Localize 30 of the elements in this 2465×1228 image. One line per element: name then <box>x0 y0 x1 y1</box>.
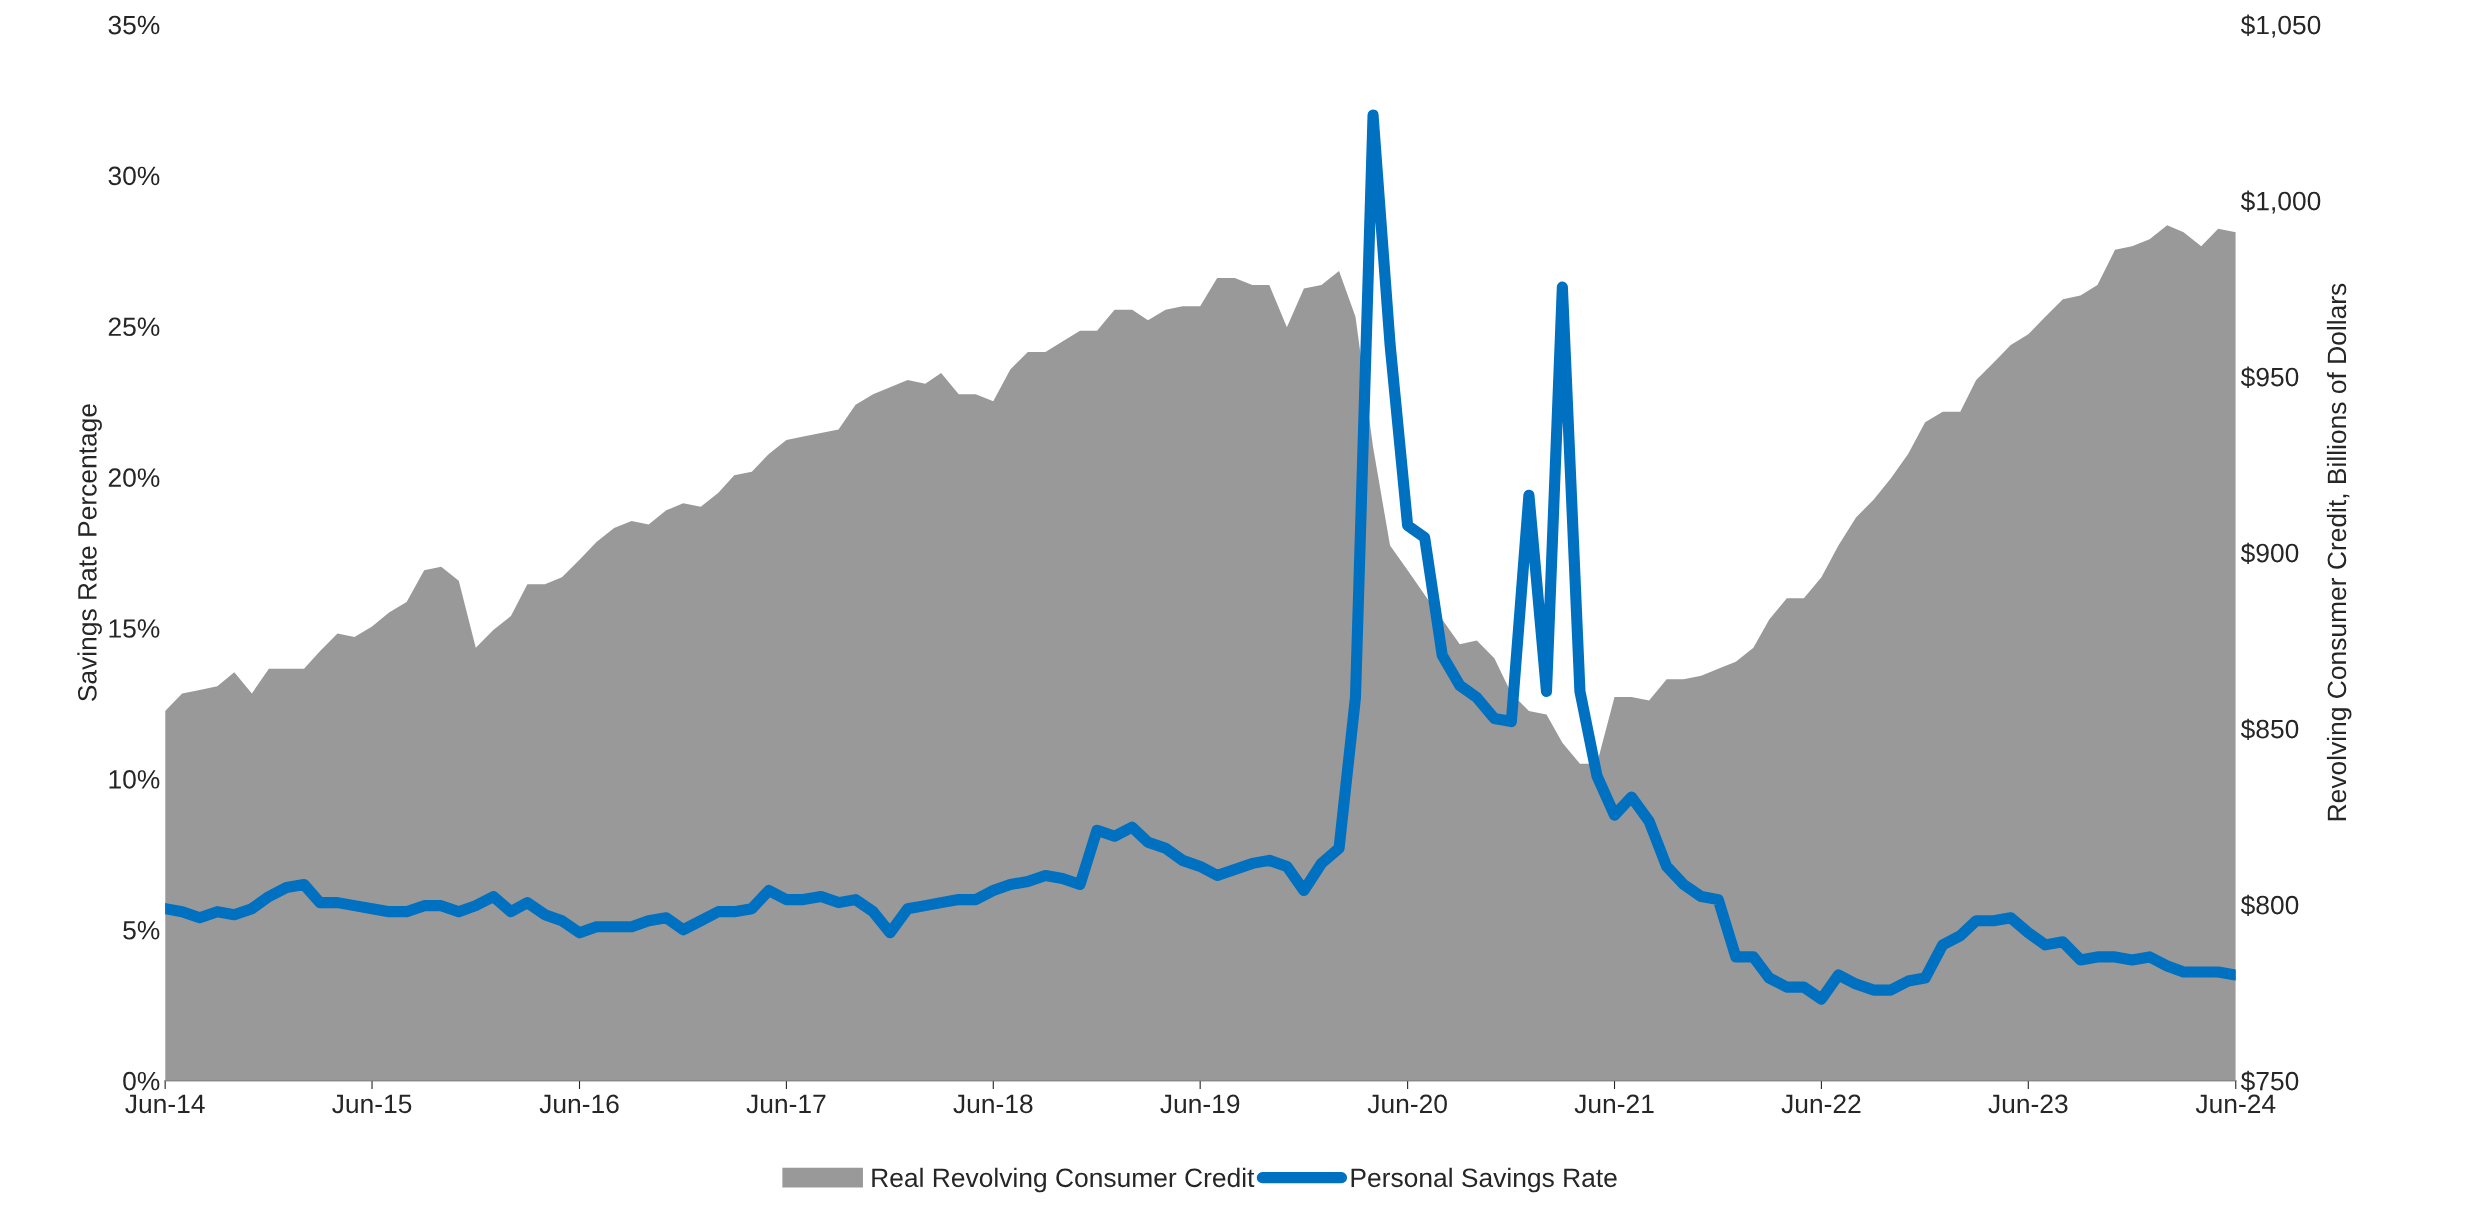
legend-label: Real Revolving Consumer Credit <box>872 1167 1255 1193</box>
y2-axis-title: Revolving Consumer Credit, Billions of Dollars <box>2326 283 2352 821</box>
y-tick-label: 15% <box>109 619 160 638</box>
y2-tick-label: $1,000 <box>2240 190 2321 214</box>
y-tick-label: 30% <box>108 166 160 186</box>
y2-tick-label: $850 <box>2240 718 2299 741</box>
y-tick-label: 0% <box>123 1071 160 1091</box>
x-tick-label: Jun-17 <box>746 1094 826 1114</box>
x-tick-label: Jun-18 <box>953 1094 1033 1114</box>
y2-tick-label: $950 <box>2240 366 2299 388</box>
y2-tick-label: $750 <box>2240 1070 2299 1093</box>
x-tick-label: Jun-23 <box>1988 1094 2068 1114</box>
x-tick-label: Jun-14 <box>125 1094 205 1114</box>
y-tick-label: 10% <box>109 770 160 789</box>
x-tick-label: Jun-24 <box>2195 1094 2276 1114</box>
x-tick-label: Jun-21 <box>1574 1094 1654 1114</box>
x-tick-label: Jun-20 <box>1367 1094 1447 1114</box>
y2-tick-label: $1,050 <box>2240 14 2321 38</box>
y-tick-label: 25% <box>108 317 160 337</box>
y2-tick-label: $800 <box>2240 894 2299 917</box>
y-tick-label: 5% <box>123 921 160 940</box>
y2-tick-label: $900 <box>2240 542 2299 564</box>
x-tick-label: Jun-15 <box>332 1094 412 1114</box>
x-tick-label: Jun-22 <box>1781 1094 1861 1114</box>
y-tick-label: 35% <box>108 15 160 35</box>
y-axis-title: Savings Rate Percentage <box>77 404 102 702</box>
y-tick-label: 20% <box>108 468 160 487</box>
legend-label: Personal Savings Rate <box>1351 1167 1617 1193</box>
x-tick-label: Jun-19 <box>1160 1094 1240 1114</box>
x-tick-label: Jun-16 <box>539 1094 619 1114</box>
